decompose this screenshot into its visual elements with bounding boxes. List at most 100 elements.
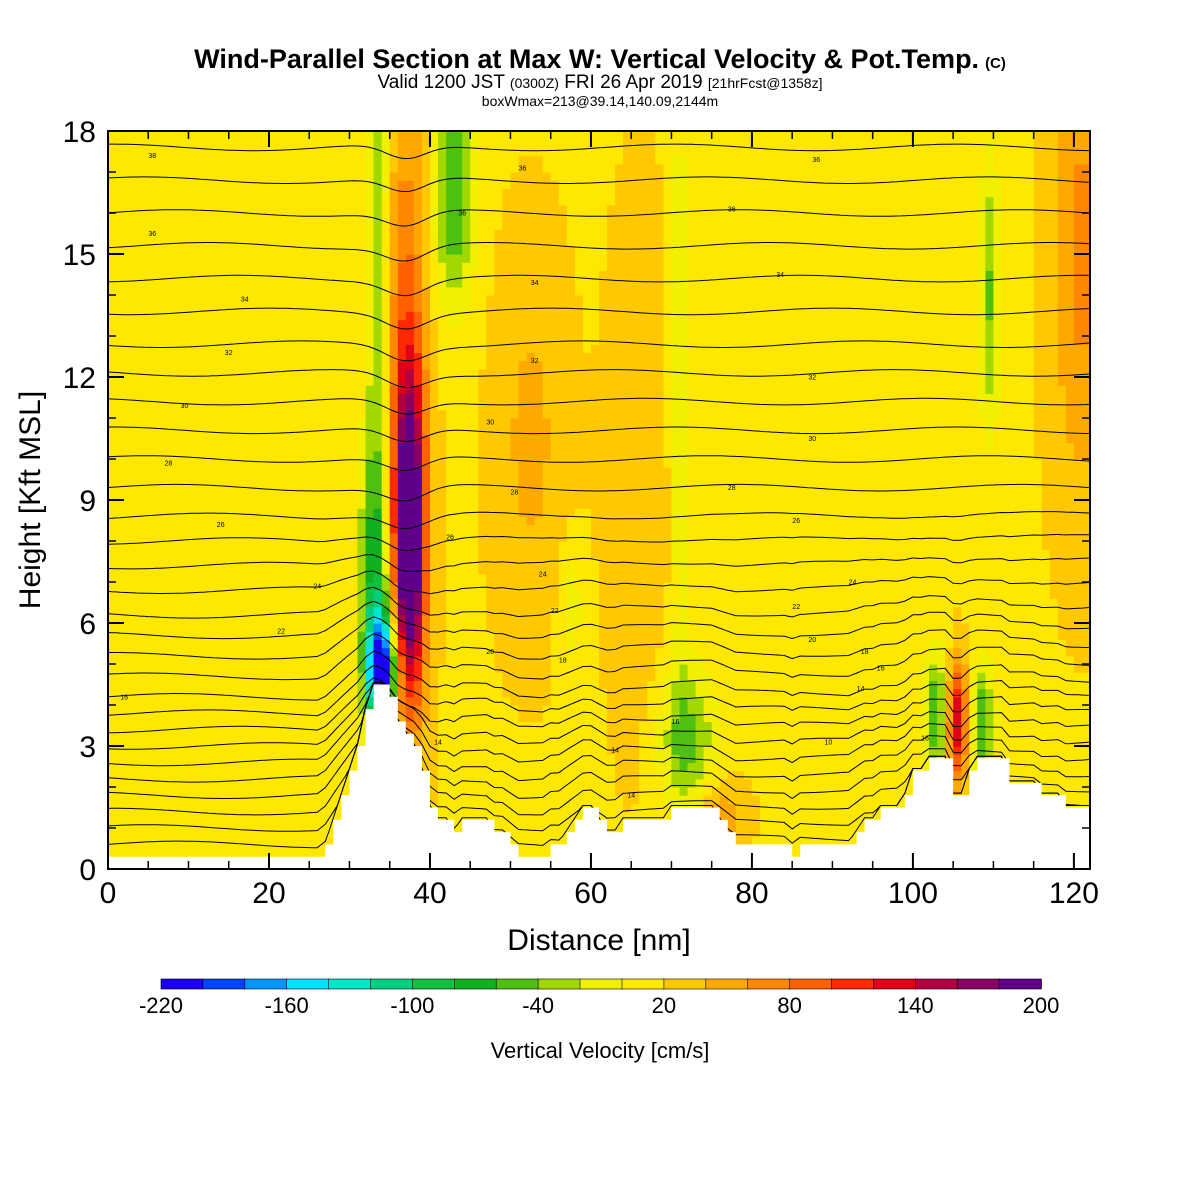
w-cell [446, 213, 455, 222]
w-cell [196, 606, 206, 616]
w-cell [244, 590, 254, 599]
w-cell [212, 213, 222, 222]
w-cell [470, 360, 479, 370]
w-cell [188, 524, 198, 534]
w-cell [156, 245, 165, 255]
w-cell [413, 426, 423, 435]
w-cell [309, 360, 318, 370]
w-cell [108, 491, 117, 501]
w-cell [108, 598, 117, 608]
w-cell [430, 713, 439, 722]
w-cell [349, 188, 359, 198]
w-cell [405, 377, 415, 386]
w-cell [478, 541, 487, 550]
w-cell [526, 475, 536, 485]
w-cell [196, 245, 206, 255]
w-cell [438, 582, 447, 591]
w-cell [277, 303, 286, 312]
w-cell [494, 360, 503, 370]
w-cell [180, 196, 189, 206]
w-cell [196, 188, 206, 198]
w-cell [518, 385, 528, 394]
w-cell [389, 459, 399, 468]
w-cell [349, 286, 359, 296]
w-cell [220, 631, 230, 640]
w-cell [252, 565, 262, 575]
w-cell [228, 327, 238, 337]
w-cell [542, 467, 552, 476]
w-cell [156, 500, 165, 509]
w-cell [430, 319, 439, 329]
w-cell [486, 229, 495, 239]
w-cell [389, 418, 399, 427]
w-cell [389, 516, 399, 526]
w-cell [357, 327, 367, 337]
w-cell [180, 811, 189, 821]
w-cell [357, 139, 367, 148]
w-cell [333, 213, 342, 222]
w-cell [349, 508, 359, 517]
w-cell [180, 491, 189, 501]
w-cell [260, 295, 270, 304]
w-cell [502, 426, 511, 435]
w-cell [478, 311, 487, 321]
w-cell [478, 516, 487, 526]
w-cell [502, 500, 511, 509]
w-cell [454, 631, 463, 640]
w-cell [405, 590, 415, 599]
w-cell [526, 614, 536, 624]
w-cell [438, 746, 447, 755]
w-cell [430, 573, 439, 583]
w-cell [341, 647, 350, 657]
w-cell [236, 565, 246, 575]
w-cell [277, 180, 286, 189]
w-cell [349, 245, 359, 255]
w-cell [550, 639, 560, 649]
w-cell [405, 155, 415, 165]
w-cell [397, 377, 407, 386]
w-cell [381, 319, 391, 329]
w-cell [244, 327, 254, 337]
w-cell [172, 778, 181, 788]
w-cell [148, 688, 157, 698]
w-cell [293, 303, 302, 312]
w-cell [381, 582, 391, 591]
w-cell [494, 459, 503, 468]
w-cell [446, 442, 455, 452]
w-cell [236, 754, 246, 763]
w-cell [116, 434, 125, 444]
w-cell [269, 721, 278, 731]
w-cell [405, 254, 415, 263]
w-cell [373, 639, 383, 649]
w-cell [478, 614, 487, 624]
w-cell [518, 778, 528, 788]
w-cell [478, 582, 487, 591]
w-cell [534, 721, 544, 731]
w-cell [285, 237, 294, 247]
w-cell [405, 491, 415, 501]
w-cell [526, 787, 536, 796]
w-cell [502, 729, 511, 739]
w-cell [172, 590, 181, 599]
w-cell [486, 295, 495, 304]
w-cell [132, 516, 141, 526]
w-cell [156, 467, 165, 476]
w-cell [421, 590, 431, 599]
w-cell [116, 787, 125, 796]
w-cell [349, 475, 359, 485]
w-cell [373, 450, 383, 460]
w-cell [277, 467, 286, 476]
w-cell [502, 155, 511, 165]
w-cell [293, 811, 302, 821]
w-cell [341, 532, 350, 542]
w-cell [486, 811, 495, 821]
w-cell [244, 541, 254, 550]
w-cell [518, 680, 528, 690]
w-cell [550, 664, 560, 673]
w-cell [148, 254, 157, 263]
w-cell [341, 204, 350, 214]
w-cell [478, 229, 487, 239]
w-cell [510, 368, 520, 378]
w-cell [148, 844, 157, 854]
w-cell [534, 729, 544, 739]
